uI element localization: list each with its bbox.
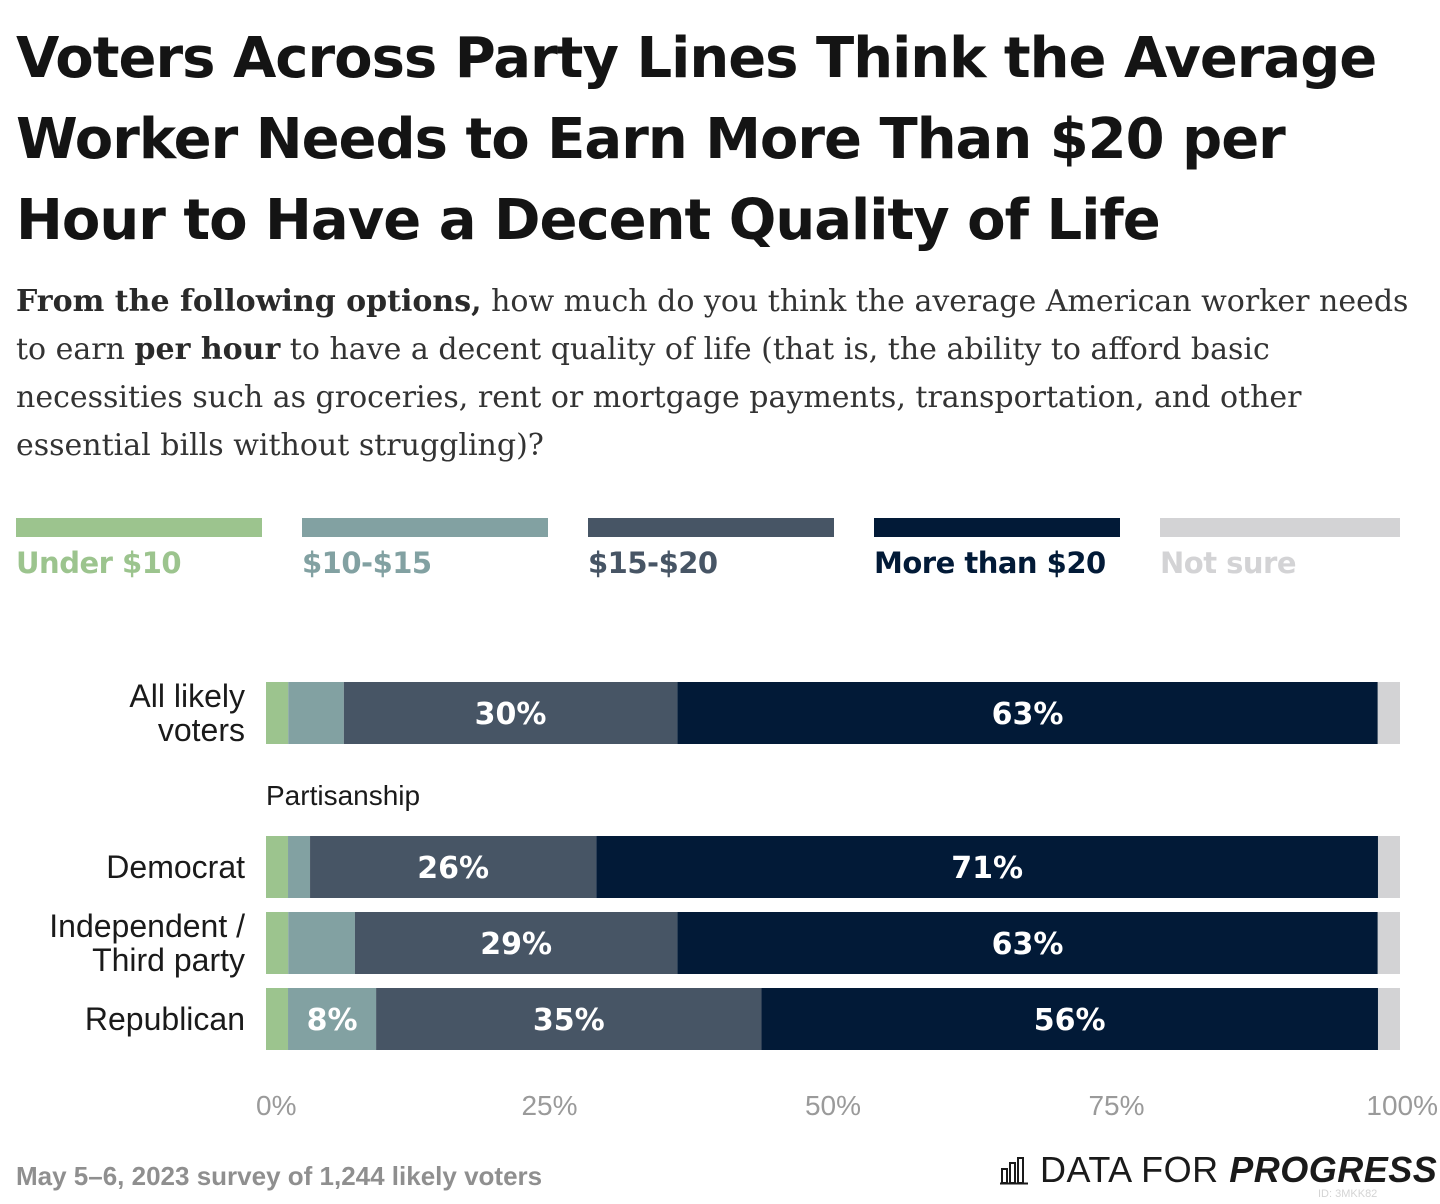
data-label: 29% bbox=[480, 927, 552, 962]
legend-label: $15-$20 bbox=[588, 546, 718, 580]
legend-item: $10-$15 bbox=[302, 518, 548, 588]
logo-text-progress: PROGRESS bbox=[1229, 1149, 1438, 1190]
subtitle-text-1: how much do you think the average Americ… bbox=[16, 284, 1409, 367]
bar-segment bbox=[288, 682, 344, 744]
legend-swatch bbox=[874, 518, 1120, 537]
legend-swatch bbox=[1160, 518, 1400, 537]
bar-segment bbox=[677, 682, 1378, 744]
bar-segment bbox=[343, 682, 678, 744]
legend-swatch bbox=[16, 518, 262, 537]
category-label: All likely bbox=[129, 678, 245, 714]
chart-legend: Under $10 $10-$15 $15-$20 More than $20 Not … bbox=[16, 518, 1406, 588]
subtitle-bold-lead: From the following options, bbox=[16, 284, 482, 319]
chart-title: Voters Across Party Lines Think the Aver… bbox=[16, 26, 1377, 253]
bar-segment bbox=[288, 836, 311, 898]
survey-note: May 5–6, 2023 survey of 1,244 likely vot… bbox=[16, 1161, 543, 1191]
category-label: voters bbox=[158, 712, 245, 748]
bar-segment bbox=[376, 988, 762, 1050]
chart-subtitle: From the following options, how much do … bbox=[16, 278, 1416, 470]
bar-segment bbox=[266, 682, 289, 744]
legend-label: Under $10 bbox=[16, 546, 182, 580]
legend-item: More than $20 bbox=[874, 518, 1120, 588]
chart-id: ID: 3MKK82 bbox=[1318, 1188, 1378, 1200]
subtitle-text-2: to have a decent quality of life (that i… bbox=[16, 332, 1302, 463]
data-label: 56% bbox=[1034, 1003, 1106, 1038]
bar-segment bbox=[354, 912, 678, 974]
legend-item: Under $10 bbox=[16, 518, 262, 588]
bar-segment bbox=[761, 988, 1378, 1050]
subtitle-bold-per-hour: per hour bbox=[134, 332, 281, 367]
data-label: 35% bbox=[533, 1003, 605, 1038]
x-tick-label: 0% bbox=[256, 1090, 296, 1121]
bar-segment bbox=[1377, 836, 1400, 898]
category-label: Republican bbox=[85, 1001, 245, 1037]
bar-segment bbox=[266, 836, 289, 898]
data-label: 8% bbox=[307, 1003, 358, 1038]
legend-swatch bbox=[588, 518, 834, 537]
x-tick-label: 25% bbox=[521, 1090, 577, 1121]
bar-segment bbox=[266, 988, 289, 1050]
logo-text-data-for: DATA FOR bbox=[1040, 1149, 1230, 1190]
group-label: Partisanship bbox=[266, 780, 420, 811]
x-tick-label: 75% bbox=[1088, 1090, 1144, 1121]
bar-segment bbox=[1377, 682, 1400, 744]
legend-label: $10-$15 bbox=[302, 546, 432, 580]
category-label: Democrat bbox=[106, 849, 245, 885]
legend-label: Not sure bbox=[1160, 546, 1297, 580]
data-label: 30% bbox=[475, 697, 547, 732]
bar-segment bbox=[310, 836, 597, 898]
bar-chart-logo-icon bbox=[1000, 1157, 1028, 1185]
bar-segment bbox=[596, 836, 1378, 898]
logo-text: DATA FOR PROGRESS bbox=[1040, 1149, 1437, 1191]
legend-label: More than $20 bbox=[874, 546, 1106, 580]
legend-item: Not sure bbox=[1160, 518, 1400, 588]
x-tick-label: 100% bbox=[1366, 1090, 1438, 1121]
bar-segment bbox=[677, 912, 1378, 974]
data-label: 26% bbox=[417, 851, 489, 886]
data-label: 63% bbox=[992, 697, 1064, 732]
data-label: 63% bbox=[992, 927, 1064, 962]
x-tick-label: 50% bbox=[805, 1090, 861, 1121]
legend-item: $15-$20 bbox=[588, 518, 834, 588]
data-for-progress-logo: DATA FOR PROGRESS bbox=[1000, 1149, 1437, 1191]
category-label: Third party bbox=[92, 942, 245, 978]
bar-segment bbox=[288, 912, 355, 974]
category-label: Independent / bbox=[49, 908, 245, 944]
bar-segment bbox=[288, 988, 377, 1050]
data-label: 71% bbox=[951, 851, 1023, 886]
legend-swatch bbox=[302, 518, 548, 537]
bar-segment bbox=[1377, 988, 1400, 1050]
bar-segment bbox=[266, 912, 289, 974]
bar-segment bbox=[1377, 912, 1400, 974]
